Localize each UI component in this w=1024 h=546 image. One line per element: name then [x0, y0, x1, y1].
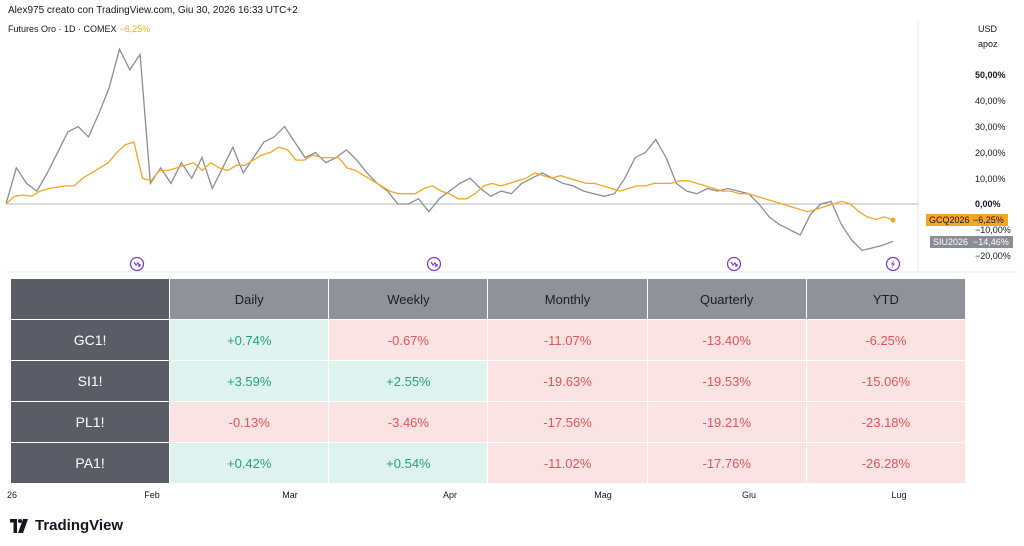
gold-price-badge[interactable]: GCQ2026 −6,25% — [926, 214, 1008, 226]
performance-cell: -15.06% — [805, 360, 967, 402]
y-tick-label: −10,00% — [975, 225, 1011, 235]
table-row: PL1! -0.13% -3.46% -17.56% -19.21% -23.18% — [9, 401, 967, 443]
time-label: Apr — [442, 490, 458, 500]
row-symbol: PA1! — [9, 442, 171, 484]
performance-cell: +0.42% — [169, 442, 330, 484]
column-header: Weekly — [328, 278, 489, 320]
performance-cell: +3.59% — [169, 360, 330, 402]
performance-cell: -3.46% — [328, 401, 489, 443]
performance-cell: +2.55% — [328, 360, 489, 402]
time-axis: 26 Feb Mar Apr Mag Giu Lug — [0, 490, 1024, 504]
performance-cell: -6.25% — [805, 319, 967, 361]
performance-cell: -17.76% — [646, 442, 807, 484]
price-chart[interactable]: USD apoz 50,00% 40,00% 30,00% 20,00% 10,00% 0… — [0, 0, 1024, 280]
performance-cell: -13.40% — [646, 319, 807, 361]
dividend-event-icon[interactable] — [129, 256, 145, 272]
performance-cell: +0.74% — [169, 319, 330, 361]
column-header: Monthly — [487, 278, 648, 320]
event-markers[interactable] — [129, 256, 901, 272]
y-tick-label: 10,00% — [975, 174, 1006, 184]
bolt-event-icon[interactable] — [885, 256, 901, 272]
y-tick-label: 40,00% — [975, 96, 1006, 106]
performance-cell: -26.28% — [805, 442, 967, 484]
tradingview-logo-icon — [10, 518, 28, 533]
column-header: Quarterly — [646, 278, 807, 320]
silver-badge-value: −14,46% — [973, 237, 1009, 247]
table-row: PA1! +0.42% +0.54% -11.02% -17.76% -26.28% — [9, 442, 967, 484]
performance-cell: +0.54% — [328, 442, 489, 484]
time-label: Mag — [594, 490, 612, 500]
y-tick-label: 0,00% — [975, 199, 1001, 209]
column-header: Daily — [169, 278, 330, 320]
silver-price-badge[interactable]: SIU2026 −14,46% — [930, 236, 1013, 248]
performance-cell: -19.53% — [646, 360, 807, 402]
y-tick-label: 30,00% — [975, 122, 1006, 132]
performance-cell: -11.07% — [487, 319, 648, 361]
performance-cell: -11.02% — [487, 442, 648, 484]
table-row: SI1! +3.59% +2.55% -19.63% -19.53% -15.06% — [9, 360, 967, 402]
time-label: Giu — [741, 490, 757, 500]
symbol-title: Futures Oro · 1D · COMEX — [8, 24, 117, 34]
series-lines — [5, 47, 896, 252]
table-row: GC1! +0.74% -0.67% -11.07% -13.40% -6.25% — [9, 319, 967, 361]
series-line-gcq2026 — [5, 141, 894, 221]
time-label: Lug — [891, 490, 907, 500]
y-tick-label: 20,00% — [975, 148, 1006, 158]
time-label: Feb — [144, 490, 160, 500]
table-header-row: Daily Weekly Monthly Quarterly YTD — [9, 278, 967, 320]
tradingview-brand[interactable]: TradingView — [8, 517, 123, 534]
symbol-change: −6,25% — [119, 24, 151, 34]
scale-mode-label: apoz — [978, 39, 998, 49]
row-symbol: GC1! — [9, 319, 171, 361]
time-label: Mar — [282, 490, 298, 500]
table-corner-cell — [9, 278, 171, 320]
dividend-event-icon[interactable] — [726, 256, 742, 272]
gold-badge-label: GCQ2026 — [929, 215, 970, 225]
performance-cell: -19.63% — [487, 360, 648, 402]
brand-name: TradingView — [35, 517, 124, 534]
chart-watermark: Alex975 creato con TradingView.com, Giu … — [8, 5, 298, 16]
y-tick-label: −20,00% — [975, 251, 1011, 261]
performance-cell: -19.21% — [646, 401, 807, 443]
symbol-legend[interactable]: Futures Oro · 1D · COMEX −6,25% — [8, 24, 150, 34]
performance-cell: -0.13% — [169, 401, 330, 443]
time-label: 26 — [6, 490, 18, 500]
column-header: YTD — [805, 278, 967, 320]
performance-cell: -0.67% — [328, 319, 489, 361]
performance-table: Daily Weekly Monthly Quarterly YTD GC1! +… — [9, 278, 967, 484]
performance-cell: -17.56% — [487, 401, 648, 443]
dividend-event-icon[interactable] — [426, 256, 442, 272]
y-tick-label: 50,00% — [975, 70, 1006, 80]
performance-cell: -23.18% — [805, 401, 967, 443]
row-symbol: SI1! — [9, 360, 171, 402]
series-line-siu2026 — [5, 47, 894, 252]
last-price-dot — [890, 217, 896, 223]
currency-label: USD — [978, 24, 998, 34]
row-symbol: PL1! — [9, 401, 171, 443]
y-axis-ticks: 50,00% 40,00% 30,00% 20,00% 10,00% 0,00% −10,0… — [975, 70, 1011, 261]
silver-badge-label: SIU2026 — [933, 237, 968, 247]
gold-badge-value: −6,25% — [973, 215, 1004, 225]
